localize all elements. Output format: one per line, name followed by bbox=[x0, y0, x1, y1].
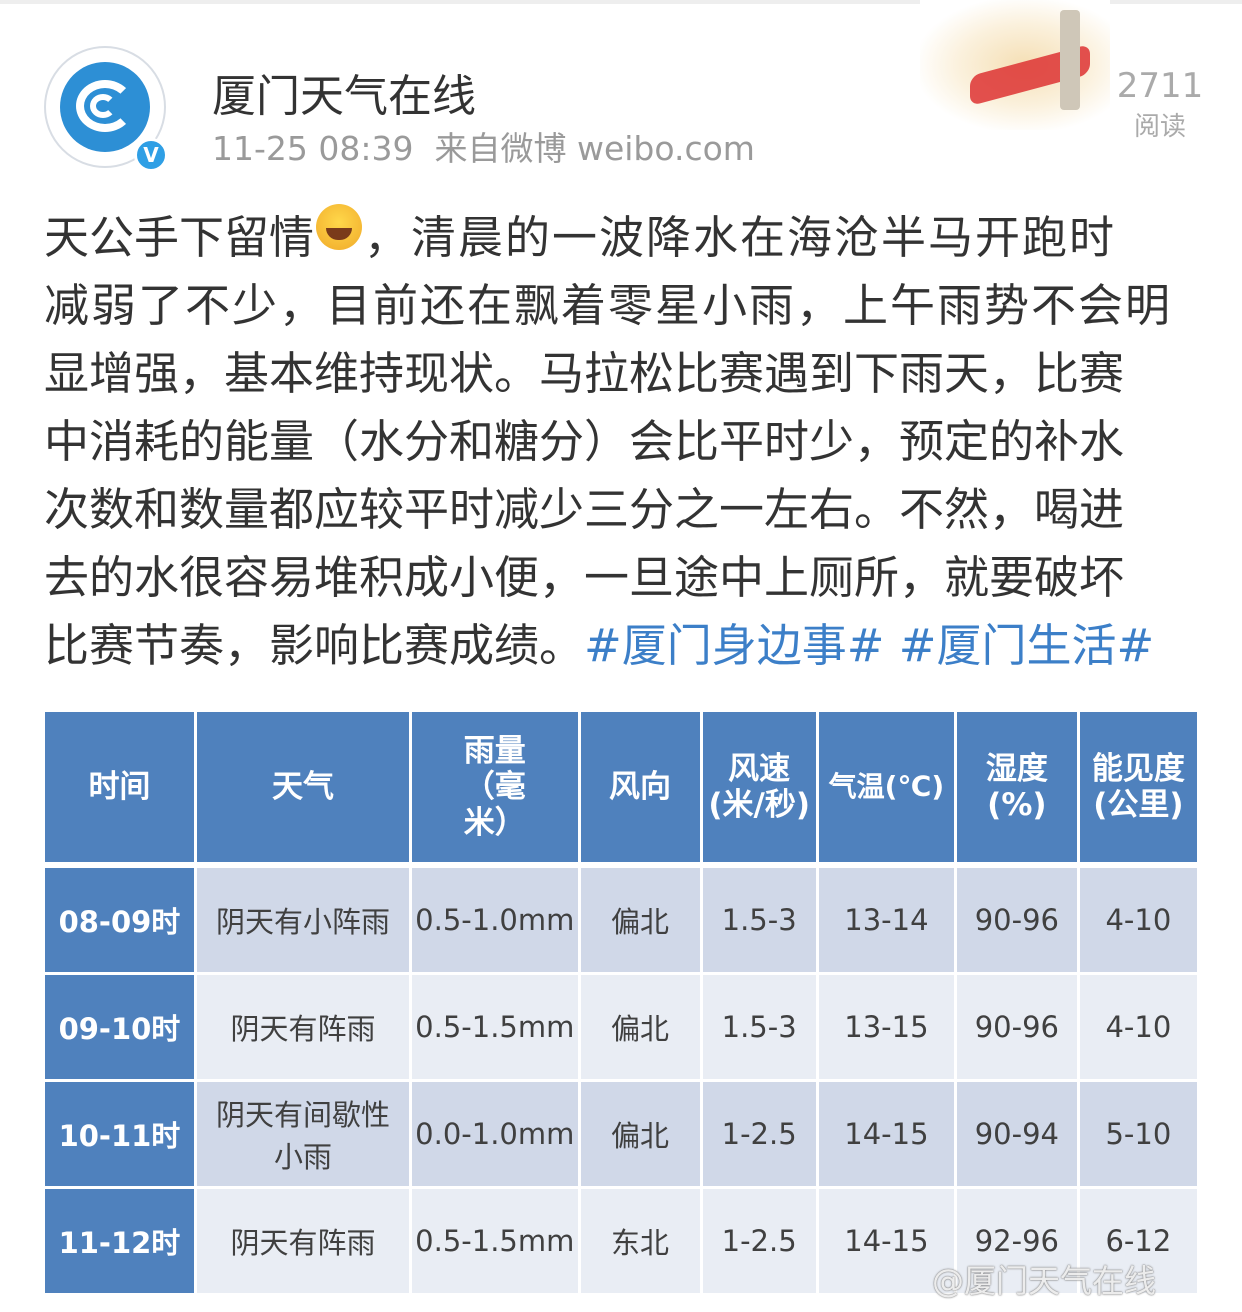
read-count: 2711 阅读 bbox=[1110, 66, 1210, 143]
post-source[interactable]: 来自微博 weibo.com bbox=[434, 129, 755, 168]
cell-wind-direction: 偏北 bbox=[580, 1082, 700, 1189]
pillar-shape bbox=[1060, 10, 1080, 110]
header-wind-direction: 风向 bbox=[580, 712, 700, 868]
cell-time: 08-09时 bbox=[45, 868, 194, 975]
header-temperature: 气温(℃) bbox=[818, 712, 954, 868]
top-divider bbox=[0, 0, 1242, 4]
post-line: 显增强，基本维持现状。马拉松比赛遇到下雨天，比赛 bbox=[44, 340, 1194, 408]
cell-humidity: 92-96 bbox=[956, 1189, 1077, 1296]
table-header-row: 时间 天气 雨量（毫米） 风向 风速(米/秒) 气温(℃) 湿度(%) 能见度(… bbox=[45, 712, 1197, 868]
header-rainfall: 雨量（毫米） bbox=[412, 712, 578, 868]
cell-wind-speed: 1.5-3 bbox=[702, 975, 816, 1082]
cell-humidity: 90-94 bbox=[956, 1082, 1077, 1189]
post-text-segment: 天公手下留情 bbox=[44, 211, 315, 264]
cell-wind-direction: 东北 bbox=[580, 1189, 700, 1296]
post-line: 次数和数量都应较平时减少三分之一左右。不然，喝进 bbox=[44, 476, 1194, 544]
post-text-segment: 减弱了不少，目前还在飘着零星小雨，上午雨势不会明 bbox=[44, 279, 1173, 332]
cell-weather: 阴天有小阵雨 bbox=[196, 868, 410, 975]
header-wind-speed: 风速(米/秒) bbox=[702, 712, 816, 868]
table-row: 10-11时 阴天有间歇性小雨 0.0-1.0mm 偏北 1-2.5 14-15 90-94… bbox=[45, 1082, 1197, 1189]
cell-rainfall: 0.0-1.0mm bbox=[412, 1082, 578, 1189]
cell-temperature: 13-15 bbox=[818, 975, 954, 1082]
cell-wind-direction: 偏北 bbox=[580, 868, 700, 975]
cell-humidity: 90-96 bbox=[956, 868, 1077, 975]
post-text-segment: 去的水很容易堆积成小便，一旦途中上厕所，就要破坏 bbox=[44, 551, 1125, 604]
cell-visibility: 6-12 bbox=[1079, 1189, 1197, 1296]
cell-time: 11-12时 bbox=[45, 1189, 194, 1296]
cell-time: 10-11时 bbox=[45, 1082, 194, 1189]
post-text-segment: 次数和数量都应较平时减少三分之一左右。不然，喝进 bbox=[44, 483, 1125, 536]
cell-weather: 阴天有间歇性小雨 bbox=[196, 1082, 410, 1189]
cell-temperature: 14-15 bbox=[818, 1189, 954, 1296]
table-row: 08-09时 阴天有小阵雨 0.5-1.0mm 偏北 1.5-3 13-14 90-96 4-… bbox=[45, 868, 1197, 975]
read-count-label: 阅读 bbox=[1133, 112, 1186, 142]
cell-wind-speed: 1-2.5 bbox=[702, 1189, 816, 1296]
cell-wind-direction: 偏北 bbox=[580, 975, 700, 1082]
table-row: 11-12时 阴天有阵雨 0.5-1.5mm 东北 1-2.5 14-15 92-96 6-1… bbox=[45, 1189, 1197, 1296]
decoration-image bbox=[920, 0, 1110, 130]
cell-visibility: 4-10 bbox=[1079, 868, 1197, 975]
post-text-segment: 中消耗的能量（水分和糖分）会比平时少，预定的补水 bbox=[44, 415, 1125, 468]
hashtag-link[interactable]: #厦门身边事# bbox=[584, 619, 885, 672]
cloud-logo-icon bbox=[76, 80, 134, 132]
cell-wind-speed: 1.5-3 bbox=[702, 868, 816, 975]
verified-badge-icon: V bbox=[134, 138, 168, 172]
cell-rainfall: 0.5-1.5mm bbox=[412, 975, 578, 1082]
post-meta: 11-25 08:39 来自微博 weibo.com bbox=[212, 122, 755, 170]
account-name[interactable]: 厦门天气在线 bbox=[212, 71, 476, 122]
cell-visibility: 5-10 bbox=[1079, 1082, 1197, 1189]
post-line: 减弱了不少，目前还在飘着零星小雨，上午雨势不会明 bbox=[44, 272, 1194, 340]
post-time: 11-25 08:39 bbox=[212, 129, 414, 168]
cell-humidity: 90-96 bbox=[956, 975, 1077, 1082]
read-count-number: 2711 bbox=[1116, 66, 1204, 106]
post-text-segment: ，清晨的一波降水在海沧半马开跑时 bbox=[364, 211, 1117, 264]
watermark: @厦门天气在线 bbox=[932, 1262, 1157, 1300]
laughing-tears-emoji-icon bbox=[316, 204, 363, 250]
cell-rainfall: 0.5-1.0mm bbox=[412, 868, 578, 975]
header-visibility: 能见度(公里) bbox=[1079, 712, 1197, 868]
post-text-segment: 显增强，基本维持现状。马拉松比赛遇到下雨天，比赛 bbox=[44, 347, 1125, 400]
post-line: 中消耗的能量（水分和糖分）会比平时少，预定的补水 bbox=[44, 408, 1194, 476]
hashtag-link[interactable]: #厦门生活# bbox=[898, 619, 1155, 672]
post-line: 去的水很容易堆积成小便，一旦途中上厕所，就要破坏 bbox=[44, 544, 1194, 612]
cell-temperature: 13-14 bbox=[818, 868, 954, 975]
cell-weather: 阴天有阵雨 bbox=[196, 975, 410, 1082]
cell-visibility: 4-10 bbox=[1079, 975, 1197, 1082]
header-weather: 天气 bbox=[196, 712, 410, 868]
cell-temperature: 14-15 bbox=[818, 1082, 954, 1189]
header-time: 时间 bbox=[45, 712, 194, 868]
cell-wind-speed: 1-2.5 bbox=[702, 1082, 816, 1189]
post-line: 天公手下留情 ，清晨的一波降水在海沧半马开跑时 bbox=[44, 204, 1194, 272]
post-text-segment: 比赛节奏，影响比赛成绩。 bbox=[44, 619, 585, 672]
cell-rainfall: 0.5-1.5mm bbox=[412, 1189, 578, 1296]
table-row: 09-10时 阴天有阵雨 0.5-1.5mm 偏北 1.5-3 13-15 90-96 4-1… bbox=[45, 975, 1197, 1082]
cell-time: 09-10时 bbox=[45, 975, 194, 1082]
post-text: 天公手下留情 ，清晨的一波降水在海沧半马开跑时 减弱了不少，目前还在飘着零星小雨，… bbox=[44, 204, 1194, 680]
header-humidity: 湿度(%) bbox=[956, 712, 1077, 868]
cloud-logo-inner bbox=[90, 94, 116, 118]
post-line: 比赛节奏，影响比赛成绩。 #厦门身边事# #厦门生活# bbox=[44, 612, 1194, 680]
weather-table: 时间 天气 雨量（毫米） 风向 风速(米/秒) 气温(℃) 湿度(%) 能见度(… bbox=[42, 712, 1200, 1296]
cell-weather: 阴天有阵雨 bbox=[196, 1189, 410, 1296]
